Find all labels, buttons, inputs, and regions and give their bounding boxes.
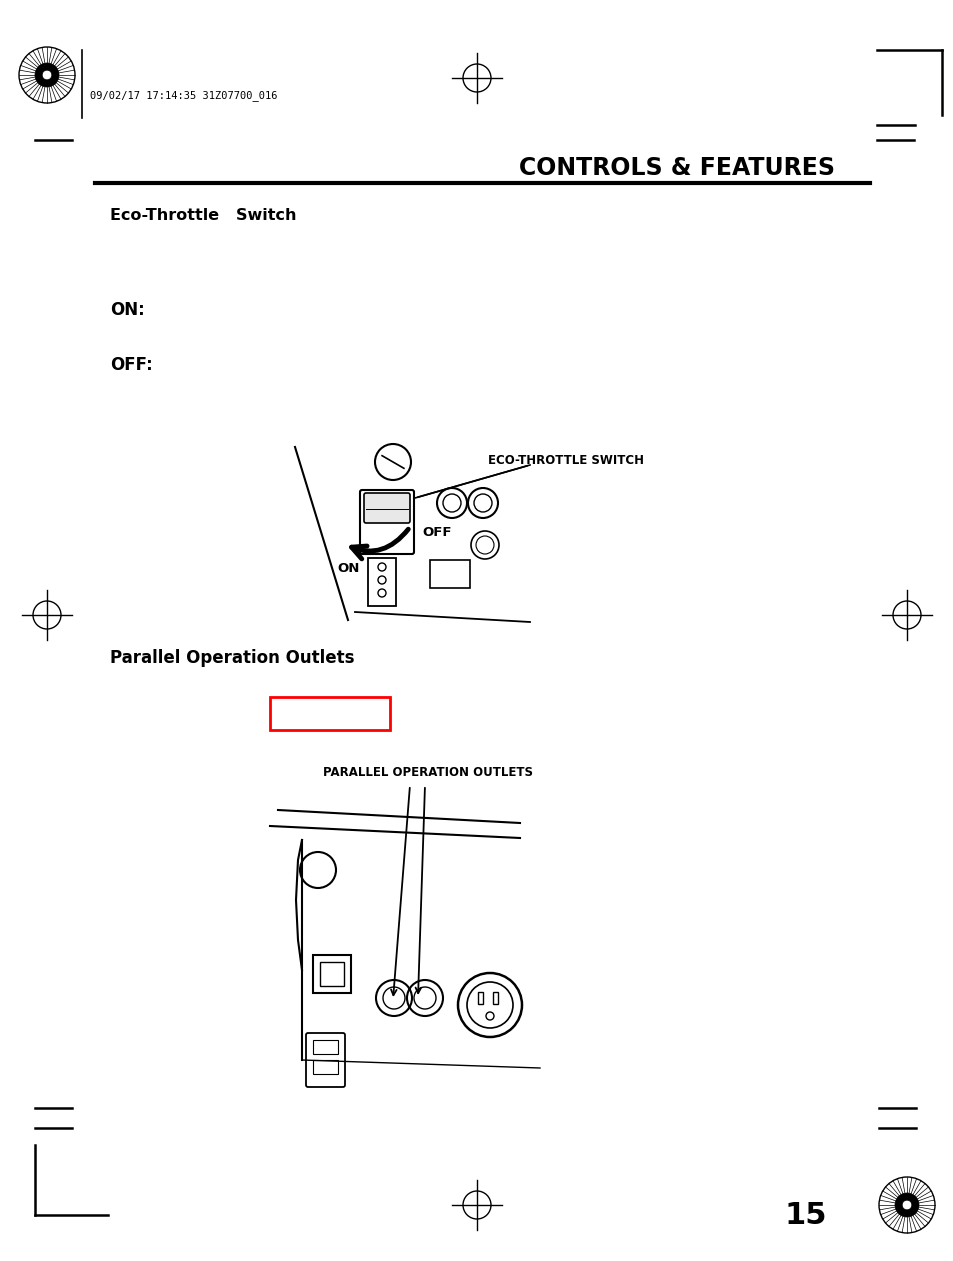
Text: ON: ON [336,562,359,575]
Bar [313,1040,337,1054]
Bar [477,992,482,1004]
Bar [368,559,395,607]
FancyBboxPatch shape [359,491,414,554]
Circle shape [42,71,51,79]
Text: CONTROLS & FEATURES: CONTROLS & FEATURES [518,156,834,180]
Circle shape [902,1200,911,1209]
Text: ECO-THROTTLE SWITCH: ECO-THROTTLE SWITCH [488,454,643,467]
Text: ON:: ON: [110,301,145,319]
Circle shape [894,1193,918,1217]
FancyBboxPatch shape [364,493,410,523]
Text: Parallel Operation Outlets: Parallel Operation Outlets [110,649,355,667]
Text: Eco-Throttle   Switch: Eco-Throttle Switch [110,208,296,222]
Bar [493,992,497,1004]
Bar [270,697,390,730]
FancyBboxPatch shape [306,1033,345,1087]
Text: OFF: OFF [421,526,451,538]
Text: 15: 15 [784,1200,826,1229]
Text: PARALLEL OPERATION OUTLETS: PARALLEL OPERATION OUTLETS [323,767,533,779]
Text: OFF:: OFF: [110,356,152,375]
Circle shape [35,63,59,87]
Text: 09/02/17 17:14:35 31Z07700_016: 09/02/17 17:14:35 31Z07700_016 [90,91,277,101]
Bar [313,1061,337,1074]
Bar [313,955,351,992]
Bar [319,962,344,986]
Bar [430,560,470,588]
